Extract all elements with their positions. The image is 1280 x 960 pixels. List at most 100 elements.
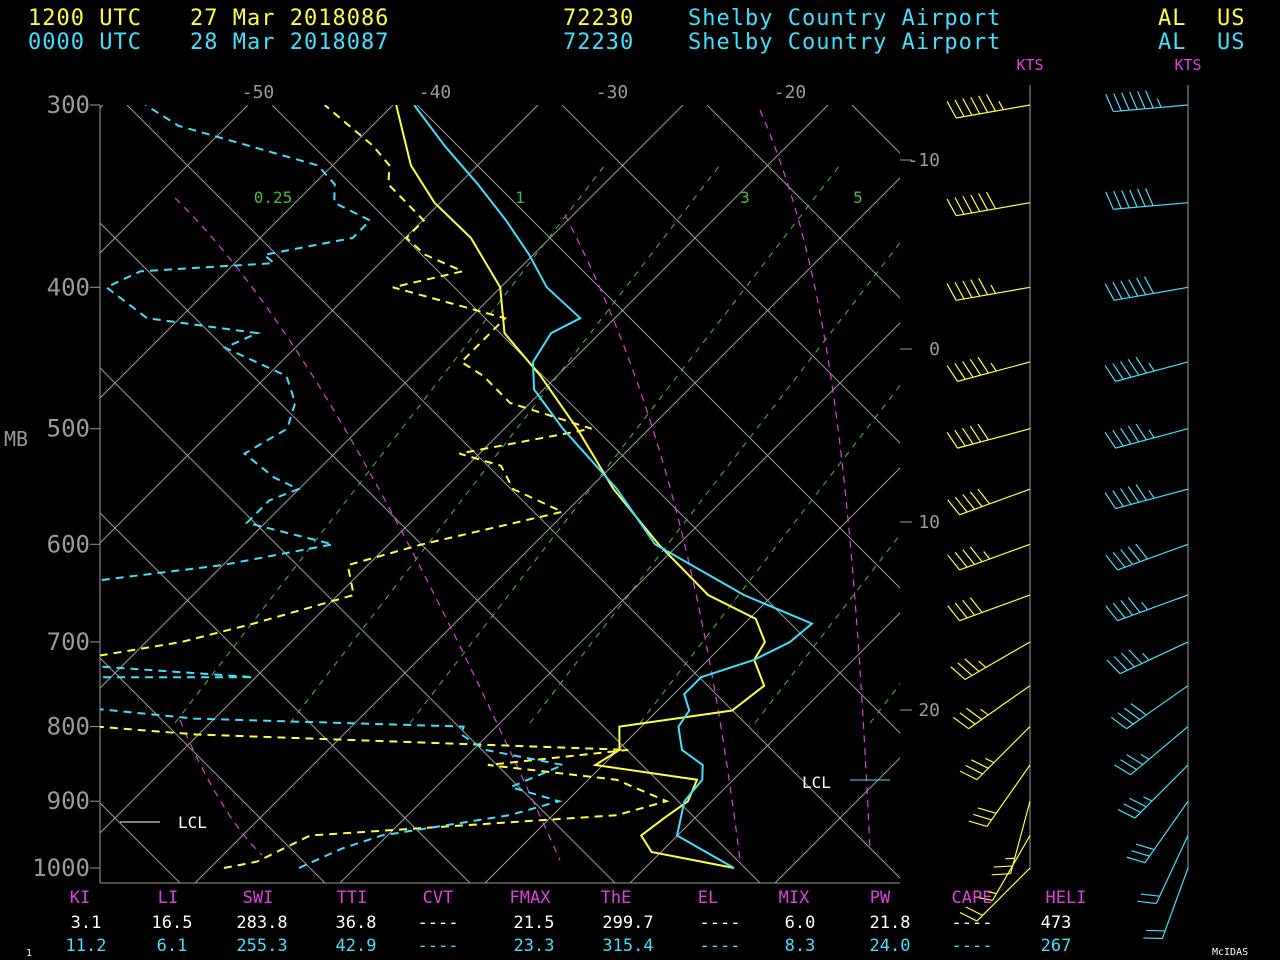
- index-label: EL: [697, 888, 719, 908]
- wind-barb-flag: [962, 280, 973, 298]
- wind-barb-flag: [1137, 91, 1146, 109]
- wind-barb-staff: [956, 286, 1031, 301]
- indices-row-2: 11.2 6.1 255.3 42.9 ---- 23.3 315.4 ----…: [0, 936, 1280, 956]
- wind-barb-flag: [1114, 764, 1131, 776]
- wind-barb-flag: [1104, 492, 1117, 509]
- wind-barb-flag: [1113, 190, 1122, 209]
- wind-barb-flag: [1127, 425, 1140, 443]
- index-label: ThE: [600, 888, 632, 908]
- mixing-ratio-line: [869, 683, 900, 724]
- header-station-id-2: 72230: [563, 30, 635, 55]
- wind-barb-flag: [985, 191, 997, 210]
- adiabat-line: [1142, 105, 1280, 883]
- index-label: CVT: [422, 888, 454, 908]
- wind-barb-flag: [964, 658, 980, 672]
- wind-barb-flag: [1105, 93, 1114, 112]
- wind-barb-flag: [1131, 850, 1150, 857]
- wind-barb-flag: [1135, 484, 1147, 501]
- wind-barb-flag: [1129, 797, 1147, 808]
- wind-barb-flag: [1110, 716, 1127, 730]
- mixing-ratio-label: 1: [515, 188, 525, 207]
- right-temp-label: 0: [929, 339, 940, 360]
- wind-barb-staff: [976, 726, 1031, 781]
- index-label: KI: [69, 888, 91, 908]
- wind-barb-flag: [954, 281, 965, 300]
- wind-barb-staff: [976, 867, 1031, 922]
- wind-barb-flag: [1137, 900, 1157, 905]
- mixing-ratio-label: 3: [740, 188, 750, 207]
- index-label: HELI: [1045, 888, 1087, 908]
- wind-barb-flag: [1120, 549, 1134, 565]
- wind-barb-flag: [1105, 605, 1118, 622]
- pressure-tick-label: 500: [47, 415, 90, 443]
- index-value: 8.3: [784, 936, 816, 956]
- wind-barb-flag: [1136, 277, 1147, 296]
- wind-barb-half: [980, 708, 989, 716]
- wind-barb-staff: [1130, 726, 1189, 776]
- temp-tick-label: -50: [242, 82, 275, 103]
- grid-layer: [0, 104, 1280, 884]
- wind-barb-flag: [969, 597, 983, 613]
- right-temp-label: 10: [918, 512, 940, 533]
- isotherm-line: [920, 105, 1280, 883]
- wind-barb-half: [990, 284, 997, 294]
- wind-barb-flag: [946, 283, 957, 301]
- wind-barb-flag: [978, 277, 989, 296]
- adiabat-line: [271, 105, 900, 734]
- wind-barb-flag: [1112, 281, 1123, 300]
- wind-barb-flag: [970, 194, 981, 212]
- wind-barb-staff: [1115, 361, 1189, 382]
- wind-barb-flag: [1126, 754, 1144, 766]
- wind-barb-flag: [1135, 423, 1147, 441]
- wind-barb-half: [1141, 601, 1149, 611]
- wind-barb-staff: [1113, 104, 1189, 113]
- isotherm-line: [100, 105, 829, 834]
- wind-barb-flag: [969, 546, 983, 563]
- wind-barb-flag: [1137, 188, 1146, 207]
- wind-barb-staff: [991, 835, 1031, 901]
- adiabat-line: [0, 105, 35, 883]
- wind-barb-flag: [1120, 280, 1131, 298]
- wind-barb-flag: [1129, 189, 1138, 208]
- wind-barb-half: [1148, 429, 1155, 439]
- mixing-ratio-label: 0.25: [254, 188, 293, 207]
- wind-barb-flag: [1143, 276, 1155, 294]
- wind-barb-flag: [1140, 893, 1160, 897]
- wind-barb-flag: [1117, 809, 1136, 819]
- adiabat-line: [100, 367, 616, 883]
- moist-adiabat: [564, 214, 741, 861]
- isotherm-line: [100, 105, 539, 544]
- index-value: ----: [699, 936, 741, 956]
- wind-barb-flag: [977, 423, 989, 441]
- index-value: ----: [951, 913, 993, 933]
- wind-barb-staff: [957, 428, 1031, 449]
- mixing-ratio-line: [529, 242, 900, 724]
- wind-barb-flag: [1112, 363, 1124, 380]
- index-value: 21.8: [869, 913, 911, 933]
- wind-barb-flag: [1124, 707, 1141, 721]
- isotherm-line: [100, 105, 104, 109]
- wind-barb-flag: [965, 906, 983, 916]
- index-value: 473: [1040, 913, 1072, 933]
- temp-tick-label: -20: [774, 82, 807, 103]
- wind-barb-half: [985, 757, 995, 764]
- wind-barb-staff: [1010, 801, 1031, 874]
- adiabat-line: [100, 222, 761, 883]
- wind-barb-flag: [1104, 283, 1115, 301]
- right-temp-label: 20: [918, 700, 940, 721]
- wind-barb-flag: [978, 193, 989, 211]
- isotherm-line: [1065, 105, 1280, 883]
- adiabat-line: [416, 105, 900, 589]
- isotherm-line: [100, 105, 249, 254]
- wind-barb-half: [1156, 98, 1162, 108]
- wind-barb-flag: [954, 551, 968, 568]
- temperature-trace-2: [413, 105, 814, 869]
- header-country-1: US: [1217, 6, 1246, 31]
- wind-barb-flag: [1123, 803, 1141, 813]
- mixing-ratio-line: [990, 165, 1280, 723]
- index-value: 21.5: [513, 913, 555, 933]
- temperature-trace-1: [395, 105, 767, 869]
- wind-barb-flag: [1127, 546, 1141, 563]
- pressure-tick-label: 600: [47, 530, 90, 558]
- wind-barb-flag: [962, 98, 973, 116]
